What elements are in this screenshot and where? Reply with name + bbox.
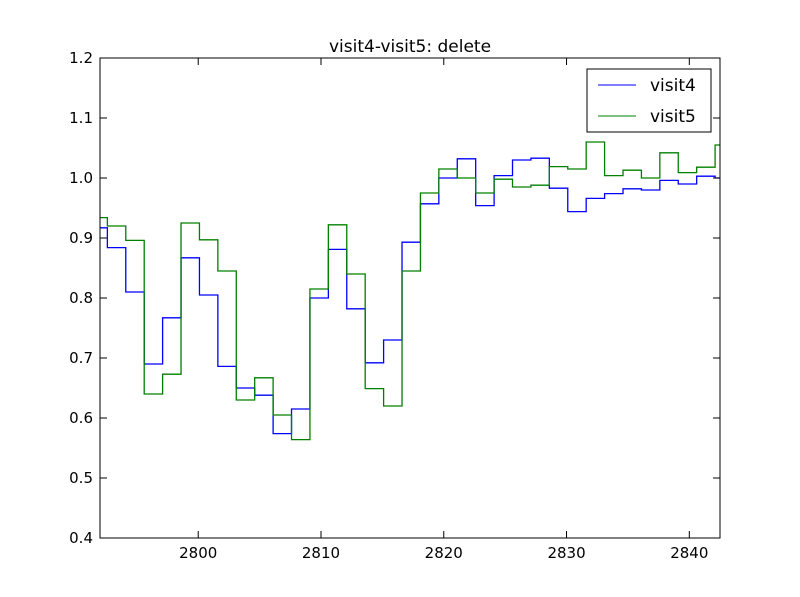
y-tick-label: 0.6	[69, 409, 93, 427]
legend-box	[586, 68, 712, 133]
x-tick-label: 2800	[179, 544, 217, 562]
legend-label-visit5: visit5	[650, 107, 696, 127]
y-tick-label: 1.0	[69, 169, 93, 187]
x-tick-label: 2810	[302, 544, 340, 562]
y-tick-label: 0.9	[69, 229, 93, 247]
series-line-visit4	[100, 157, 720, 435]
legend: visit4 visit5	[586, 68, 712, 133]
y-tick-label: 1.2	[69, 49, 93, 67]
y-tick-label: 0.5	[69, 469, 93, 487]
y-tick-label: 0.8	[69, 289, 93, 307]
series-line-visit5	[100, 141, 720, 441]
axes-ticks: 2800 2810 2820 2830 2840 0.4 0.5 0.6 0.7 0.8 0.9 1.…	[69, 49, 720, 562]
y-tick-label: 0.4	[69, 529, 93, 547]
series-layer	[100, 141, 720, 441]
x-tick-label: 2840	[670, 544, 708, 562]
legend-label-visit4: visit4	[650, 76, 696, 96]
x-tick-label: 2820	[425, 544, 463, 562]
chart-title: visit4-visit5: delete	[329, 37, 491, 57]
y-tick-label: 0.7	[69, 349, 93, 367]
y-tick-label: 1.1	[69, 109, 93, 127]
x-tick-label: 2830	[547, 544, 585, 562]
